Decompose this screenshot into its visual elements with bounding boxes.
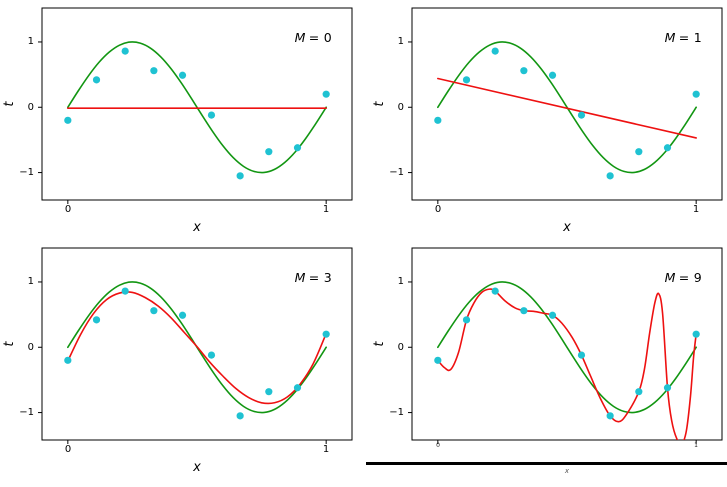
order-symbol: M: [294, 30, 306, 45]
plot-area-m9: [408, 247, 723, 444]
x-tick-label: 0: [434, 204, 442, 215]
order-value: = 0: [308, 30, 332, 45]
plot-area-m1: [408, 7, 723, 204]
y-tick-label: −1: [389, 407, 404, 418]
order-value: = 1: [678, 30, 702, 45]
y-tick-label: 0: [397, 342, 404, 353]
order-value: = 3: [308, 270, 332, 285]
y-tick-label: −1: [19, 407, 34, 418]
y-tick-label: 0: [27, 342, 34, 353]
subplot-m3: t 1 0 −1 0 1 x M = 3: [0, 240, 365, 487]
order-annotation: M = 0: [295, 30, 332, 45]
x-tick-label: 0: [64, 444, 72, 455]
x-tick-label: 0: [64, 204, 72, 215]
x-tick-label: 1: [322, 444, 330, 455]
plot-area-m0: [38, 7, 353, 204]
order-annotation: M = 9: [665, 270, 702, 285]
y-tick-label: 0: [397, 102, 404, 113]
subplot-m1: t 1 0 −1 0 1 x M = 1: [370, 0, 727, 247]
y-tick-label: 1: [27, 276, 34, 287]
x-tick-label: 0: [436, 442, 440, 449]
plot-area-m3: [38, 247, 353, 444]
x-tick-label: 1: [692, 204, 700, 215]
subplot-m0: t 1 0 −1 0 1 x M = 0: [0, 0, 365, 247]
order-annotation: M = 3: [295, 270, 332, 285]
y-tick-label: 1: [27, 36, 34, 47]
order-symbol: M: [664, 270, 676, 285]
x-tick-label: 1: [694, 442, 698, 449]
y-tick-label: −1: [19, 167, 34, 178]
y-tick-label: 1: [397, 36, 404, 47]
horizontal-rule-artifact: [366, 462, 727, 465]
order-symbol: M: [294, 270, 306, 285]
order-symbol: M: [664, 30, 676, 45]
x-axis-label: x: [193, 220, 201, 235]
order-value: = 9: [678, 270, 702, 285]
x-axis-label: x: [193, 460, 201, 475]
y-tick-label: 1: [397, 276, 404, 287]
order-annotation: M = 1: [665, 30, 702, 45]
x-axis-label: x: [564, 467, 570, 475]
subplot-m9: t 1 0 −1 0 1 x M = 9: [366, 240, 727, 487]
y-tick-label: 0: [27, 102, 34, 113]
y-tick-label: −1: [389, 167, 404, 178]
x-tick-label: 1: [322, 204, 330, 215]
x-axis-label: x: [563, 220, 571, 235]
